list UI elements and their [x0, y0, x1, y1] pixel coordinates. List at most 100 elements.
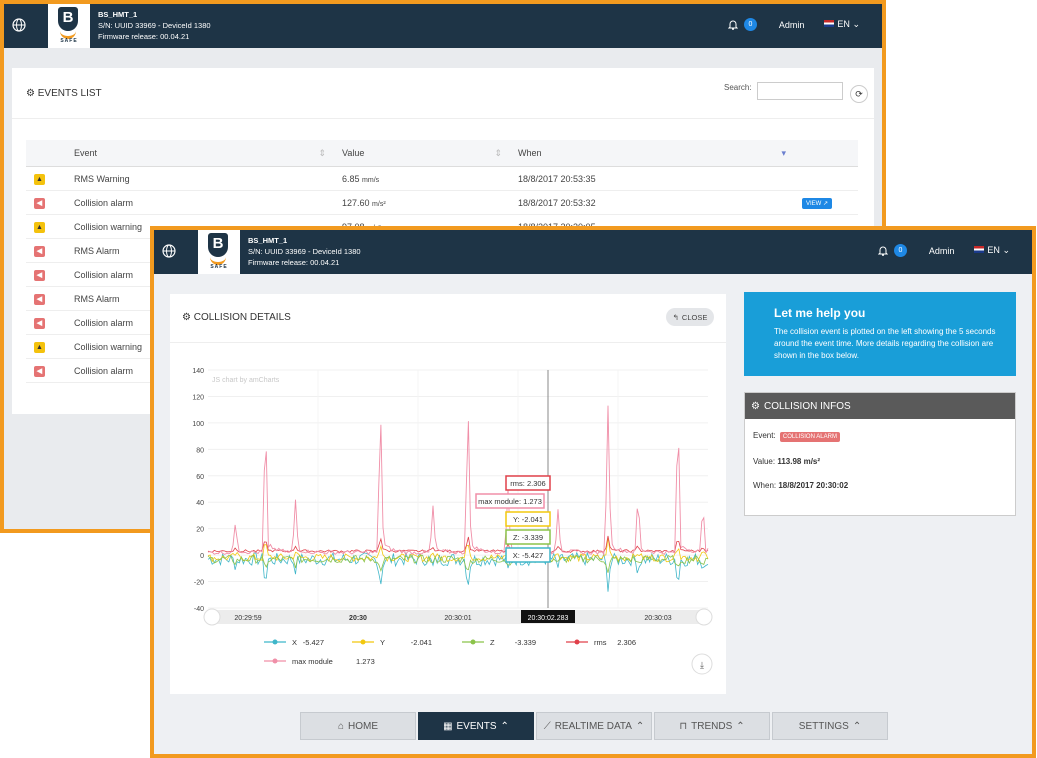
when-cell: 18/8/2017 20:53:35: [510, 166, 794, 191]
tooltip-label: max module: 1.273: [478, 497, 542, 506]
tooltip-label: Y: -2.041: [513, 515, 543, 524]
when-cell: 18/8/2017 20:53:32: [510, 190, 794, 215]
nav-trends[interactable]: ⊓ TRENDS ⌃: [654, 712, 770, 740]
y-tick-label: 120: [192, 394, 204, 401]
x-tick-label: 20:30:01: [444, 615, 471, 622]
action-cell: VIEW ↗: [794, 190, 858, 215]
y-tick-label: 40: [196, 500, 204, 507]
chevron-down-icon: ⌄: [852, 19, 860, 29]
top-right-controls: 0 Admin EN ⌄: [877, 244, 1010, 257]
y-tick-label: 140: [192, 368, 204, 375]
legend-label: rms: [594, 638, 607, 647]
notification-badge: 0: [893, 244, 907, 257]
uk-flag-icon: [974, 246, 985, 253]
firmware-release: Firmware release: 00.04.21: [248, 258, 340, 267]
globe-icon[interactable]: [162, 244, 176, 258]
tooltip-label: rms: 2.306: [510, 479, 545, 488]
event-cell: RMS Warning: [66, 166, 334, 191]
tooltip-label: Z: -3.339: [513, 533, 543, 542]
close-label: CLOSE: [681, 312, 708, 322]
top-right-controls: 0 Admin EN ⌄: [727, 18, 860, 31]
device-info: BS_HMT_1 S/N: UUID 33969 - DeviceId 1380…: [248, 235, 361, 268]
scrollbar-handle-right[interactable]: [695, 608, 713, 626]
y-tick-label: 60: [196, 474, 204, 481]
tooltip-box: [505, 475, 551, 491]
amcharts-credit: JS chart by amCharts: [212, 377, 280, 384]
chart-scrollbar[interactable]: [212, 610, 704, 624]
device-info: BS_HMT_1 S/N: UUID 33969 - DeviceId 1380…: [98, 9, 211, 42]
nav-home[interactable]: ⌂ HOME: [300, 712, 416, 740]
y-tick-label: 20: [196, 527, 204, 534]
download-icon: ⤓: [700, 660, 704, 670]
legend-marker: [360, 639, 366, 645]
close-button[interactable]: ↰ CLOSE: [666, 308, 714, 326]
warning-icon: ▲: [34, 221, 45, 233]
x-tick-label: 20:30:03: [644, 615, 671, 622]
shield-logo-icon: B: [58, 7, 78, 31]
legend-value: 2.306: [617, 638, 636, 647]
view-button[interactable]: VIEW ↗: [802, 197, 833, 209]
language-label: EN: [987, 245, 1000, 255]
cursor-time-box: [521, 610, 575, 623]
home-icon: ⌂: [337, 720, 345, 732]
tooltip-box: [505, 529, 551, 545]
column-header-event[interactable]: Event ⇕: [66, 140, 334, 167]
bell-icon[interactable]: [727, 19, 738, 30]
language-selector[interactable]: EN ⌄: [974, 245, 1010, 256]
chevron-up-icon: ⌃: [500, 720, 509, 732]
nav-settings[interactable]: SETTINGS ⌃: [772, 712, 888, 740]
collision-chart: 140 120 100 80 60 40 20 0 -20 -40 JS chart by amCh…: [192, 368, 713, 675]
chevron-up-icon: ⌃: [736, 720, 745, 732]
info-event-row: Event: COLLISION ALARM: [753, 431, 840, 442]
language-label: EN: [837, 19, 850, 29]
bottom-navigation: ⌂ HOME ▦ EVENTS ⌃ ⟋ REALTIME DATA ⌃ ⊓ TRENDS ⌃ …: [300, 712, 888, 740]
search-label: Search:: [724, 83, 752, 92]
collision-infos-title: COLLISION INFOS: [763, 400, 851, 412]
bell-icon[interactable]: [877, 245, 888, 256]
nav-events[interactable]: ▦ EVENTS ⌃: [418, 712, 534, 740]
shield-logo-icon: B: [208, 233, 228, 257]
notification-badge: 0: [743, 18, 757, 31]
refresh-icon[interactable]: ⟳: [850, 85, 868, 103]
legend-label: max module: [292, 657, 333, 666]
trends-icon: ⊓: [679, 720, 688, 732]
search-input[interactable]: [757, 82, 843, 100]
series-max-module-line: [207, 405, 709, 556]
details-title-text: COLLISION DETAILS: [193, 312, 291, 323]
brand-text: SAFE: [210, 264, 228, 270]
brand-text: SAFE: [60, 38, 78, 44]
warning-icon: ▲: [34, 173, 45, 185]
column-header-value[interactable]: Value ⇕: [334, 140, 510, 167]
y-tick-label: -20: [194, 580, 204, 587]
action-cell: [794, 166, 858, 191]
events-title-text: EVENTS LIST: [37, 88, 102, 99]
alarm-icon: ◀: [34, 245, 45, 257]
brand-logo: B SAFE: [48, 4, 90, 48]
nav-realtime-data[interactable]: ⟋ REALTIME DATA ⌃: [536, 712, 652, 740]
y-tick-label: 100: [192, 421, 204, 428]
table-row[interactable]: ▲ RMS Warning 6.85 mm/s 18/8/2017 20:53:35: [26, 166, 858, 191]
value-cell: 6.85 mm/s: [334, 166, 510, 191]
user-menu[interactable]: Admin: [778, 19, 805, 30]
collision-details-window: B SAFE BS_HMT_1 S/N: UUID 33969 - Device…: [150, 226, 1036, 758]
line-chart-icon: ⟋: [543, 720, 551, 732]
uk-flag-icon: [824, 20, 835, 27]
collision-alarm-badge: COLLISION ALARM: [779, 432, 840, 442]
chevron-up-icon: ⌃: [635, 720, 645, 732]
table-row[interactable]: ◀ Collision alarm 127.60 m/s² 18/8/2017 20:…: [26, 190, 858, 215]
legend-label: Y: [380, 638, 385, 647]
legend-value: 1.273: [356, 657, 375, 666]
user-menu[interactable]: Admin: [928, 245, 955, 256]
alarm-icon: ◀: [34, 293, 45, 305]
alarm-icon: ◀: [34, 197, 45, 209]
device-name: BS_HMT_1: [248, 236, 288, 245]
tooltip-label: X: -5.427: [513, 551, 543, 560]
download-button[interactable]: [691, 653, 713, 675]
back-arrow-icon: ↰: [672, 312, 679, 322]
language-selector[interactable]: EN ⌄: [824, 19, 860, 30]
globe-icon[interactable]: [12, 18, 26, 32]
top-bar: B SAFE BS_HMT_1 S/N: UUID 33969 - Device…: [4, 4, 882, 48]
value-cell: 127.60 m/s²: [334, 190, 510, 215]
column-header-when[interactable]: When ▾: [510, 140, 794, 167]
scrollbar-handle-left[interactable]: [203, 608, 221, 626]
